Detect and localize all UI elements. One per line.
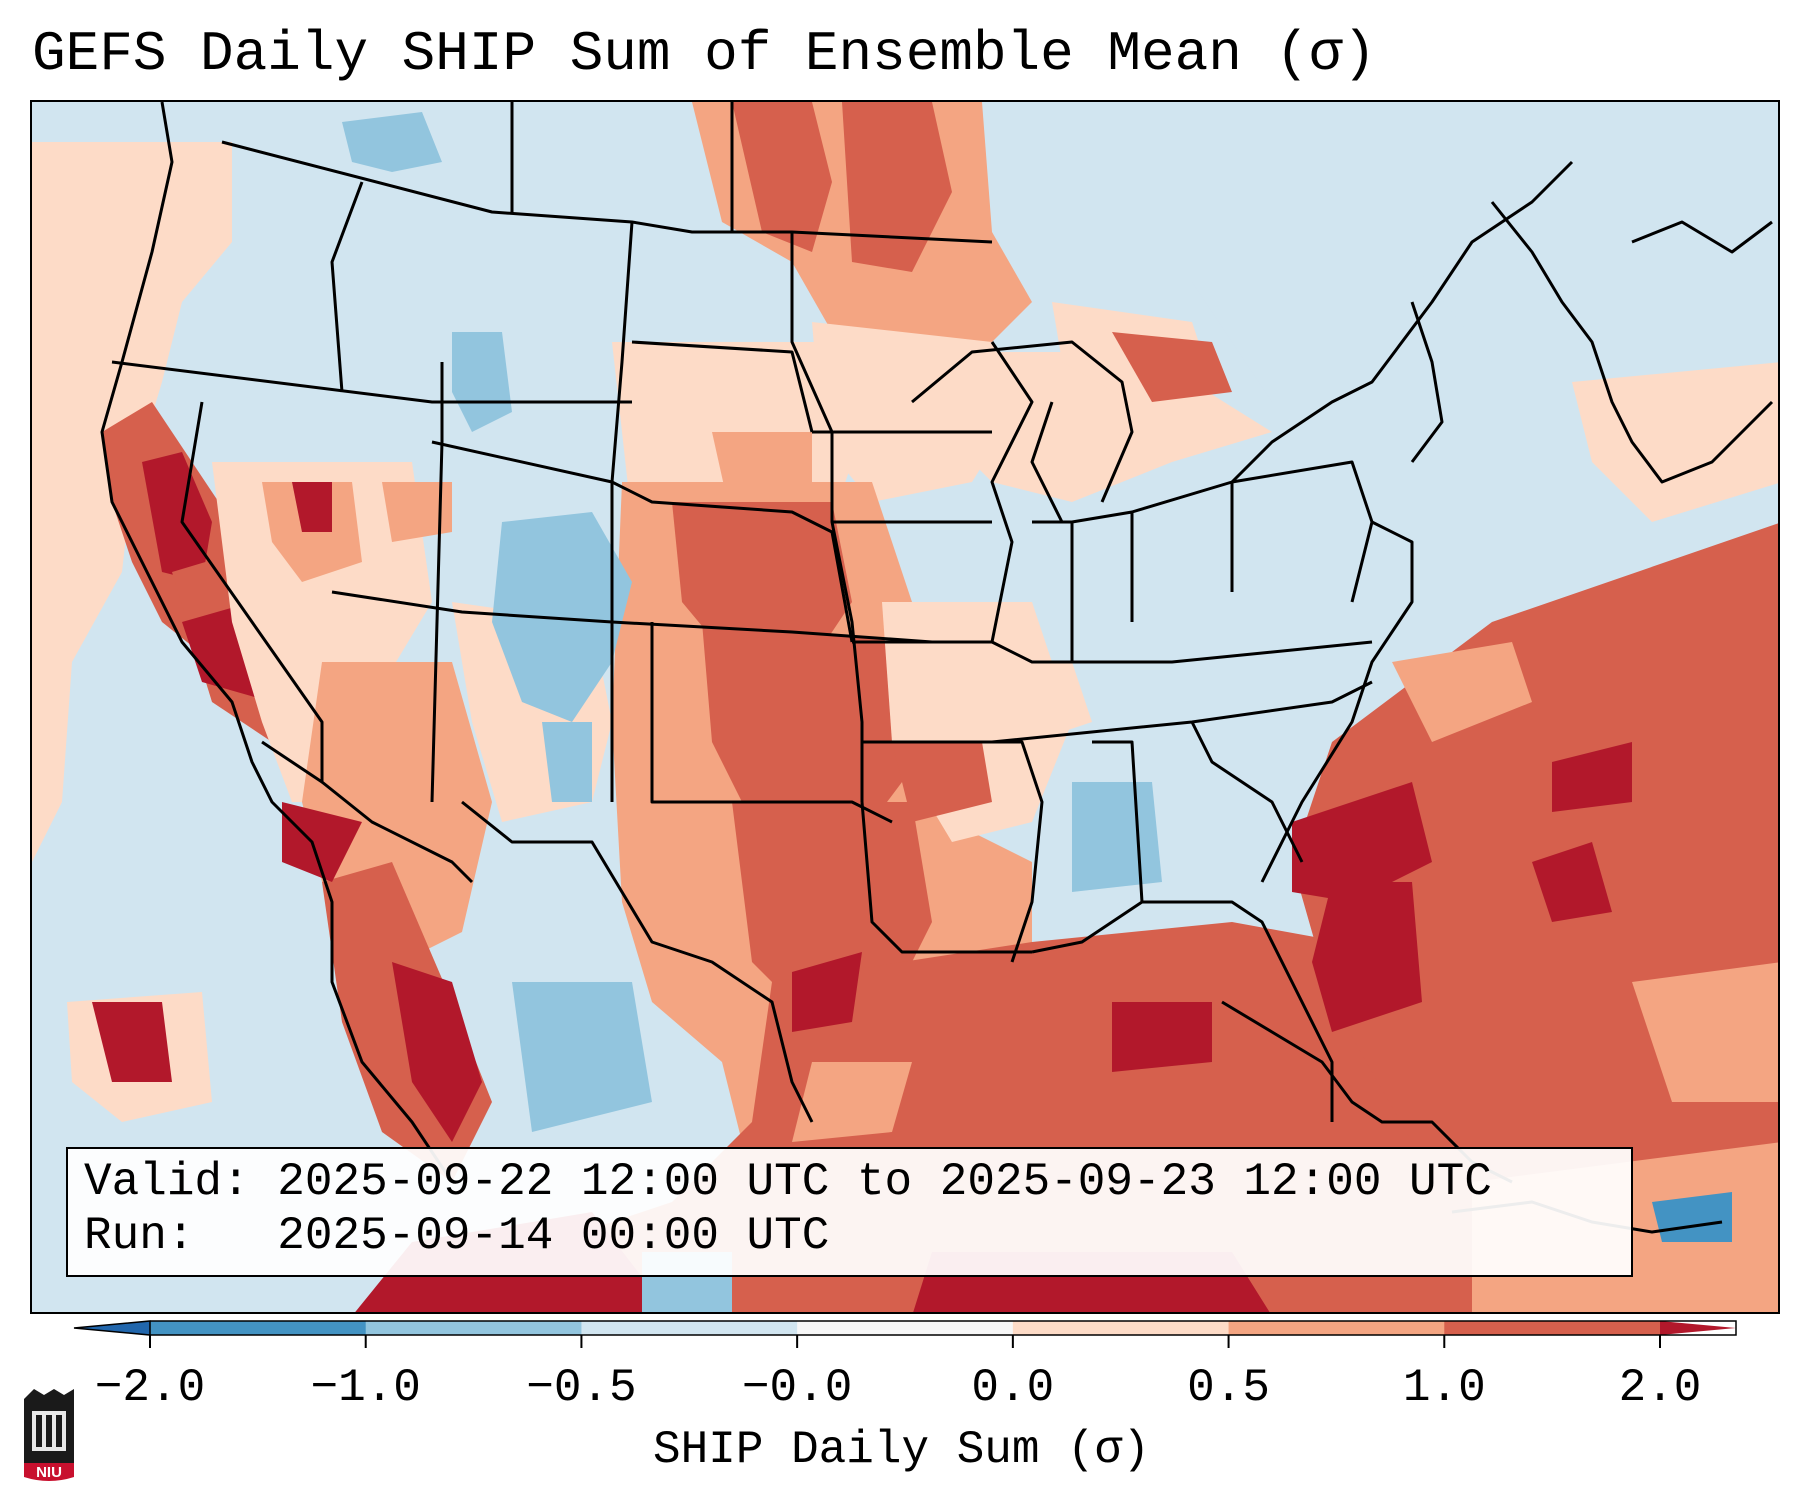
- map-panel: [30, 100, 1780, 1314]
- colorbar-bin: [581, 1321, 798, 1335]
- valid-value: 2025-09-22 12:00 UTC to 2025-09-23 12:00…: [277, 1156, 1492, 1208]
- colorbar-tick-label: 1.0: [1402, 1362, 1486, 1414]
- colorbar-tick-label: −0.5: [526, 1362, 637, 1414]
- colorbar-bin: [1228, 1321, 1445, 1335]
- colorbar-tick-label: −0.0: [741, 1362, 853, 1414]
- colorbar-extension-max: [1660, 1321, 1736, 1335]
- colorbar-bin: [1444, 1321, 1661, 1335]
- run-value: 2025-09-14 00:00 UTC: [277, 1210, 830, 1262]
- colorbar-tick-label: −2.0: [94, 1362, 206, 1414]
- colorbar-label: SHIP Daily Sum (σ): [653, 1424, 1150, 1476]
- shaded-map: [32, 102, 1778, 1312]
- colorbar-tick-label: 0.0: [971, 1362, 1055, 1414]
- field-southwest: [212, 462, 492, 1182]
- valid-label: Valid:: [84, 1156, 250, 1208]
- colorbar-outline: [73, 1320, 1737, 1336]
- colorbar-extension-min: [74, 1321, 150, 1335]
- run-label: Run:: [84, 1210, 195, 1262]
- logo-text: NIU: [36, 1464, 62, 1481]
- valid-run-info-box: Valid: 2025-09-22 12:00 UTC to 2025-09-2…: [66, 1147, 1633, 1277]
- colorbar-bin: [150, 1321, 367, 1335]
- niu-logo: NIU: [24, 1389, 74, 1481]
- colorbar-bin: [797, 1321, 1014, 1335]
- field-negative: [342, 112, 1162, 1312]
- colorbar-tick-label: 2.0: [1618, 1362, 1702, 1414]
- colorbar: [73, 1320, 1737, 1348]
- colorbar-tick-label: 0.5: [1187, 1362, 1270, 1414]
- figure-title: GEFS Daily SHIP Sum of Ensemble Mean (σ): [32, 22, 1377, 86]
- colorbar-bin: [1012, 1321, 1230, 1335]
- colorbar-tick-label: −1.0: [310, 1362, 421, 1414]
- colorbar-bin: [365, 1321, 582, 1335]
